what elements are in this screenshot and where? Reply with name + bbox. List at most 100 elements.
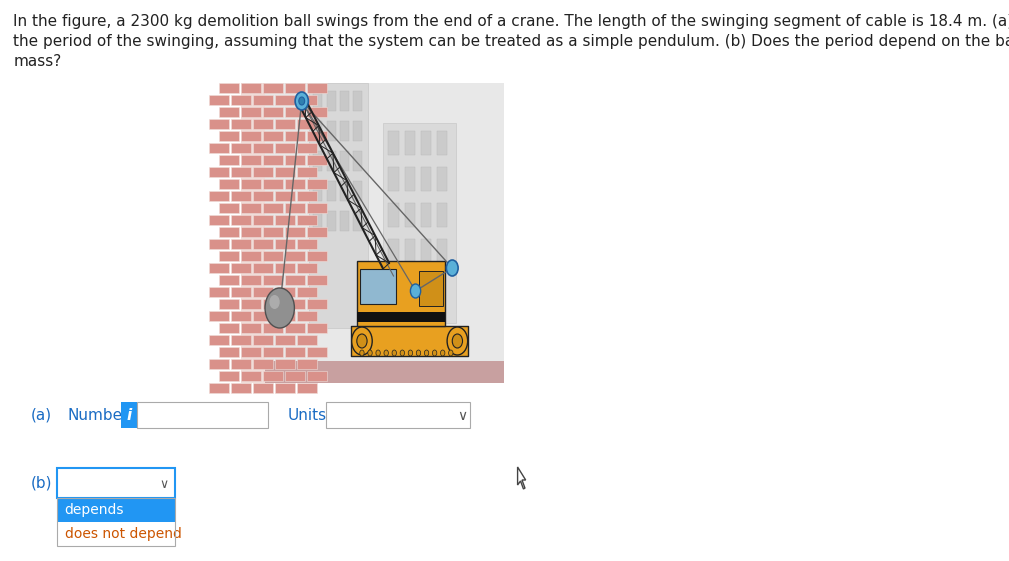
Bar <box>307 131 328 141</box>
Bar <box>285 203 306 213</box>
Bar <box>353 91 362 111</box>
Bar <box>340 181 349 201</box>
Bar <box>252 119 273 129</box>
Bar <box>285 155 306 165</box>
Bar <box>230 263 251 273</box>
Bar <box>58 498 175 522</box>
Bar <box>297 383 317 393</box>
Bar <box>219 227 239 237</box>
Bar <box>241 83 261 93</box>
Bar <box>58 522 175 546</box>
Bar <box>262 227 284 237</box>
Bar <box>274 191 296 201</box>
Bar <box>209 143 229 153</box>
Bar <box>274 383 296 393</box>
Bar <box>357 312 445 322</box>
Bar <box>353 211 362 231</box>
Bar <box>219 179 239 189</box>
Bar <box>230 287 251 297</box>
Bar <box>241 361 503 383</box>
Bar <box>252 383 273 393</box>
Text: ∨: ∨ <box>159 477 169 490</box>
Bar <box>219 347 239 357</box>
Bar <box>297 95 317 105</box>
Bar <box>285 347 306 357</box>
Bar <box>307 155 328 165</box>
Bar <box>360 269 396 304</box>
Bar <box>262 251 284 261</box>
Circle shape <box>265 288 295 328</box>
Circle shape <box>357 334 367 348</box>
Bar <box>230 359 251 369</box>
Bar <box>209 239 229 249</box>
Bar <box>327 151 336 171</box>
Text: (a): (a) <box>31 407 51 422</box>
Text: the period of the swinging, assuming that the system can be treated as a simple : the period of the swinging, assuming tha… <box>13 34 1009 49</box>
Circle shape <box>299 97 305 105</box>
Bar <box>262 299 284 309</box>
Bar <box>230 215 251 225</box>
Bar <box>307 179 328 189</box>
Bar <box>297 239 317 249</box>
Bar <box>209 359 229 369</box>
Bar <box>421 203 431 227</box>
Bar <box>285 179 306 189</box>
Bar <box>241 323 261 333</box>
Bar <box>297 311 317 321</box>
Bar <box>209 191 229 201</box>
Bar <box>274 239 296 249</box>
Bar <box>241 83 265 383</box>
Bar <box>230 143 251 153</box>
Bar <box>241 155 261 165</box>
Bar <box>58 498 175 546</box>
Bar <box>285 83 306 93</box>
Bar <box>285 251 306 261</box>
Bar <box>388 239 399 263</box>
Bar <box>252 143 273 153</box>
Bar <box>209 215 229 225</box>
Bar <box>241 347 261 357</box>
Bar <box>252 239 273 249</box>
Bar <box>314 91 322 111</box>
Bar <box>209 95 229 105</box>
Bar <box>421 131 431 155</box>
Circle shape <box>393 350 397 356</box>
Bar <box>252 311 273 321</box>
Bar <box>274 143 296 153</box>
Bar <box>262 371 284 381</box>
Bar <box>209 335 229 345</box>
Bar <box>285 275 306 285</box>
Bar <box>219 107 239 117</box>
Circle shape <box>269 295 279 309</box>
Bar <box>230 167 251 177</box>
Bar <box>307 299 328 309</box>
Bar <box>297 359 317 369</box>
Bar <box>405 239 415 263</box>
Bar <box>421 167 431 191</box>
Bar <box>241 131 261 141</box>
Circle shape <box>352 327 372 355</box>
Bar <box>297 287 317 297</box>
Bar <box>274 359 296 369</box>
Bar <box>262 179 284 189</box>
Bar <box>388 131 399 155</box>
Text: i: i <box>126 407 132 422</box>
Bar <box>307 371 328 381</box>
Bar <box>285 371 306 381</box>
Bar <box>327 91 336 111</box>
Bar <box>58 468 175 498</box>
Bar <box>274 95 296 105</box>
Bar <box>274 119 296 129</box>
Bar <box>209 287 229 297</box>
Bar <box>297 215 317 225</box>
Bar <box>307 251 328 261</box>
Bar <box>252 359 273 369</box>
Bar <box>405 167 415 191</box>
Text: In the figure, a 2300 kg demolition ball swings from the end of a crane. The len: In the figure, a 2300 kg demolition ball… <box>13 14 1009 29</box>
Bar <box>241 179 261 189</box>
Bar <box>241 83 503 383</box>
Bar <box>262 275 284 285</box>
Bar <box>274 263 296 273</box>
Bar <box>327 211 336 231</box>
Bar <box>285 107 306 117</box>
